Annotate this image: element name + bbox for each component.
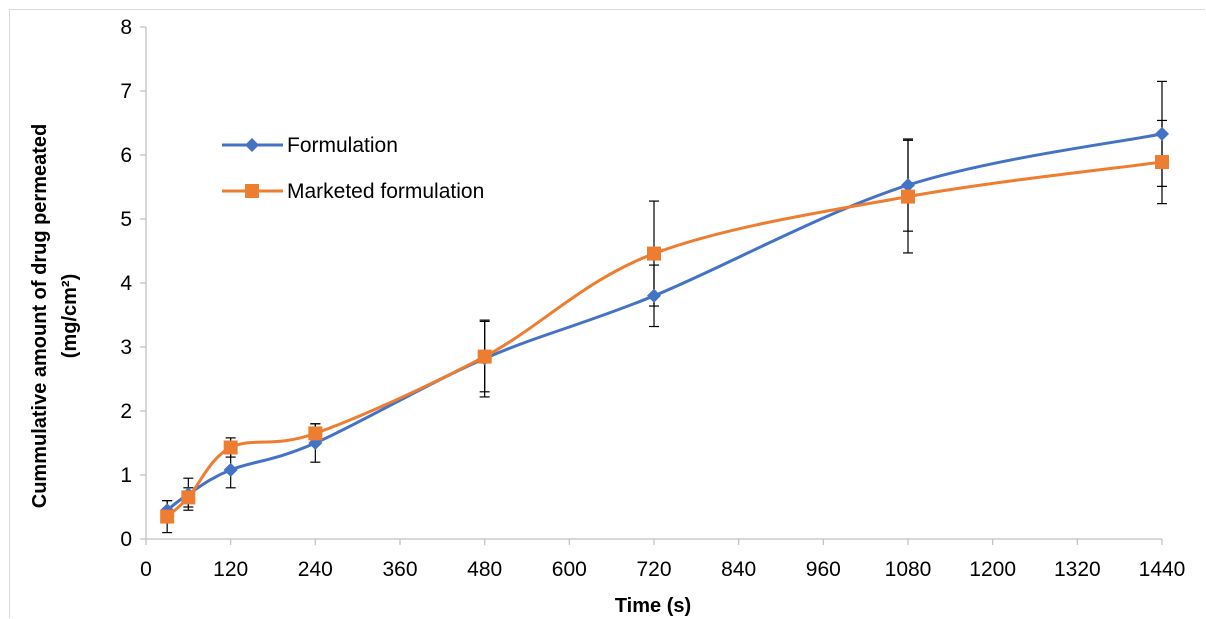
x-tick-label: 1440 [1139, 558, 1186, 581]
series-line-0 [166, 132, 1163, 512]
square-marker [160, 509, 175, 524]
y-tick-label: 5 [120, 208, 132, 231]
square-marker [1155, 155, 1169, 170]
diamond-marker [647, 288, 661, 303]
square-marker [477, 349, 492, 364]
y-axis-title-line1: Cummulative amount of drug permeated [29, 124, 51, 509]
chart-frame [9, 9, 1205, 618]
y-tick-label: 2 [120, 400, 132, 423]
x-tick-label: 1080 [885, 558, 932, 581]
legend-label-0: Formulation [287, 134, 398, 157]
axes: 0 1 2 3 4 5 6 7 8 0 120 240 360 480 600 720 840 960 1080 12… [120, 16, 1185, 581]
x-tick-label: 840 [721, 558, 756, 581]
legend-square-marker [245, 184, 259, 198]
legend-diamond-marker [245, 138, 259, 152]
square-marker [901, 189, 915, 204]
square-marker [181, 490, 196, 505]
x-tick-label: 720 [636, 558, 671, 581]
x-tick-label: 1320 [1054, 558, 1101, 581]
x-tick-label: 240 [298, 558, 333, 581]
y-tick-label: 1 [120, 464, 132, 487]
legend: Formulation Marketed formulation [222, 134, 484, 203]
diamond-marker [1155, 126, 1169, 141]
y-tick-label: 3 [120, 336, 132, 359]
x-tick-label: 1200 [969, 558, 1016, 581]
square-marker [647, 246, 661, 261]
series-line-1 [166, 160, 1163, 518]
y-tick-label: 6 [120, 144, 132, 167]
y-axis-title-line2: (mg/cm²) [59, 274, 81, 358]
square-marker [308, 426, 323, 441]
y-tick-label: 4 [120, 272, 132, 295]
x-tick-label: 360 [382, 558, 417, 581]
series-lines [166, 132, 1163, 518]
diamond-marker [223, 462, 238, 477]
diamond-marker [901, 178, 915, 193]
x-tick-label: 600 [552, 558, 587, 581]
y-tick-label: 8 [120, 16, 132, 39]
series-markers [160, 126, 1169, 524]
x-tick-label: 960 [806, 558, 841, 581]
x-tick-label: 480 [467, 558, 502, 581]
y-tick-label: 0 [120, 528, 132, 551]
x-tick-label: 120 [213, 558, 248, 581]
legend-label-1: Marketed formulation [287, 180, 484, 203]
x-axis-title: Time (s) [615, 595, 691, 617]
y-tick-label: 7 [120, 80, 132, 103]
x-tick-label: 0 [140, 558, 152, 581]
square-marker [223, 440, 238, 455]
